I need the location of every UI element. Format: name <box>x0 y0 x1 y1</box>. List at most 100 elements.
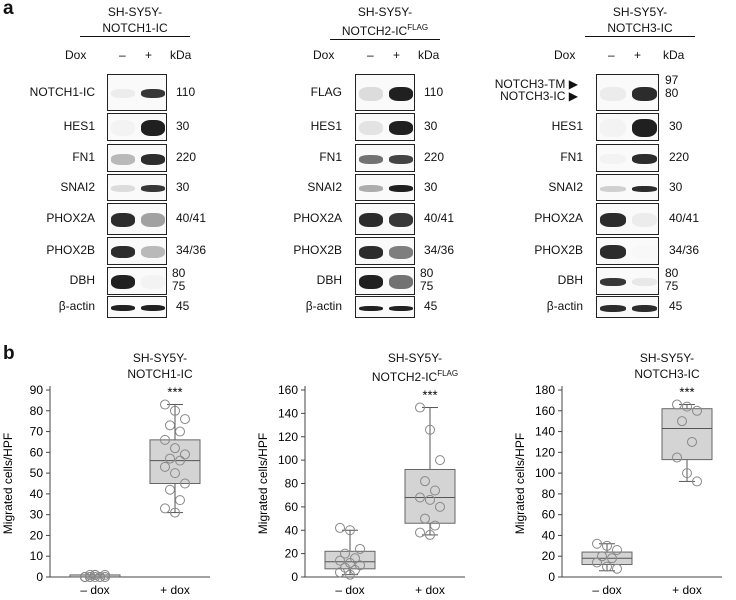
kda-value: 40/41 <box>176 211 207 225</box>
blot-band <box>600 245 626 259</box>
blot-strip <box>355 144 415 172</box>
blot-strip <box>596 237 659 265</box>
chart-3-title: SH-SY5Y- NOTCH3-IC <box>587 350 736 382</box>
blot-band <box>631 185 657 192</box>
protein-label: FN1 <box>72 150 95 164</box>
minus-lane-label: – <box>367 48 374 62</box>
kda-value: 45 <box>669 299 683 313</box>
blot-band <box>631 86 657 101</box>
title-line-2: NOTCH1-IC <box>80 366 240 382</box>
data-point <box>612 563 622 574</box>
protein-label: FN1 <box>560 150 583 164</box>
blot-band <box>389 185 413 192</box>
data-point <box>160 461 170 472</box>
y-tick-label: 60 <box>285 500 299 514</box>
blot-band <box>600 213 626 227</box>
blot-band <box>631 245 657 259</box>
y-tick-label: 100 <box>278 453 298 467</box>
data-point <box>85 569 95 580</box>
blot-band <box>111 275 135 289</box>
title-line-2: NOTCH3-IC <box>587 366 736 382</box>
blot-band <box>631 119 657 137</box>
title-line-1: SH-SY5Y- <box>639 351 695 365</box>
chart-1-title: SH-SY5Y- NOTCH1-IC <box>80 350 240 382</box>
blot-band <box>111 246 135 258</box>
panel-a-letter: a <box>3 0 14 19</box>
y-tick-label: 120 <box>278 430 298 444</box>
blot-3-title: SH-SY5Y- NOTCH3-IC <box>585 4 695 37</box>
chart-2-title: SH-SY5Y- NOTCH2-ICFLAG <box>335 350 495 385</box>
blot-band <box>141 185 165 192</box>
y-tick-label: 30 <box>30 508 44 522</box>
y-tick-label: 20 <box>542 549 556 563</box>
data-point <box>430 520 440 531</box>
title-text: NOTCH3-IC <box>634 367 700 381</box>
kda-value: 40/41 <box>424 211 455 225</box>
data-point <box>345 525 355 536</box>
blot-band <box>389 305 413 311</box>
dox-label: Dox <box>65 48 87 62</box>
data-point <box>335 555 345 566</box>
blot-band <box>631 213 657 227</box>
x-category-label: + dox <box>672 583 702 597</box>
kda-value: 80 <box>172 266 186 280</box>
blot-strip <box>355 203 415 235</box>
protein-label-line: NOTCH3-TM ▶ <box>494 77 578 91</box>
data-point <box>435 501 445 512</box>
blot-band <box>359 154 383 164</box>
blot-band <box>359 121 383 135</box>
blot-band <box>600 86 626 101</box>
blot-strip <box>596 267 659 295</box>
y-tick-label: 10 <box>30 549 44 563</box>
protein-label: DBH <box>69 273 95 287</box>
data-point <box>160 503 170 514</box>
protein-label: PHOX2B <box>293 243 342 257</box>
protein-label: SNAI2 <box>548 179 583 194</box>
y-tick-label: 100 <box>535 466 555 480</box>
significance-marker: *** <box>167 385 182 400</box>
y-tick-label: 120 <box>535 445 555 459</box>
data-point <box>425 529 435 540</box>
blot-band <box>111 89 135 98</box>
title-line-1: SH-SY5Y- <box>387 351 443 365</box>
data-point <box>80 572 90 582</box>
data-point <box>430 485 440 496</box>
data-point <box>420 513 430 524</box>
kda-value: 80 <box>665 86 679 100</box>
data-point <box>160 399 170 410</box>
data-point <box>682 468 692 479</box>
y-axis-label: Migrated cells/HPF <box>256 433 270 534</box>
data-point <box>415 492 425 503</box>
data-point <box>170 507 180 518</box>
blot-strip <box>107 296 167 318</box>
kda-label: kDa <box>418 48 440 62</box>
blot-band <box>389 86 413 101</box>
data-point <box>345 569 355 580</box>
data-point <box>592 538 602 549</box>
data-point <box>175 495 185 506</box>
significance-marker: *** <box>422 388 437 403</box>
data-point <box>687 436 697 447</box>
kda-value: 40/41 <box>669 211 700 225</box>
blot-strip <box>107 174 167 201</box>
box-plot-3: Migrated cells/HPF 0 20 40 60 80 100 120 140 160 1… <box>513 383 722 597</box>
blot-band <box>600 278 626 286</box>
blot-band <box>141 275 165 289</box>
title-line-2: NOTCH1-IC <box>80 20 190 37</box>
blot-band <box>111 185 135 192</box>
blot-strip <box>355 237 415 265</box>
title-line-2: NOTCH3-IC <box>585 20 695 37</box>
protein-label-line: NOTCH3-IC ▶ <box>500 89 578 103</box>
data-point <box>170 405 180 416</box>
title-line-1: SH-SY5Y- <box>132 351 188 365</box>
data-point <box>180 478 190 489</box>
blot-strip <box>107 74 167 111</box>
protein-label: PHOX2A <box>293 211 342 225</box>
blot-band <box>359 275 383 289</box>
data-point <box>335 567 345 578</box>
blot-band <box>600 119 626 137</box>
kda-value: 110 <box>424 84 444 99</box>
data-point <box>335 522 345 533</box>
data-point <box>677 416 687 427</box>
box-plot-1: Migrated cells/HPF 0 10 20 30 40 50 60 70 80 90 – d… <box>1 383 210 597</box>
